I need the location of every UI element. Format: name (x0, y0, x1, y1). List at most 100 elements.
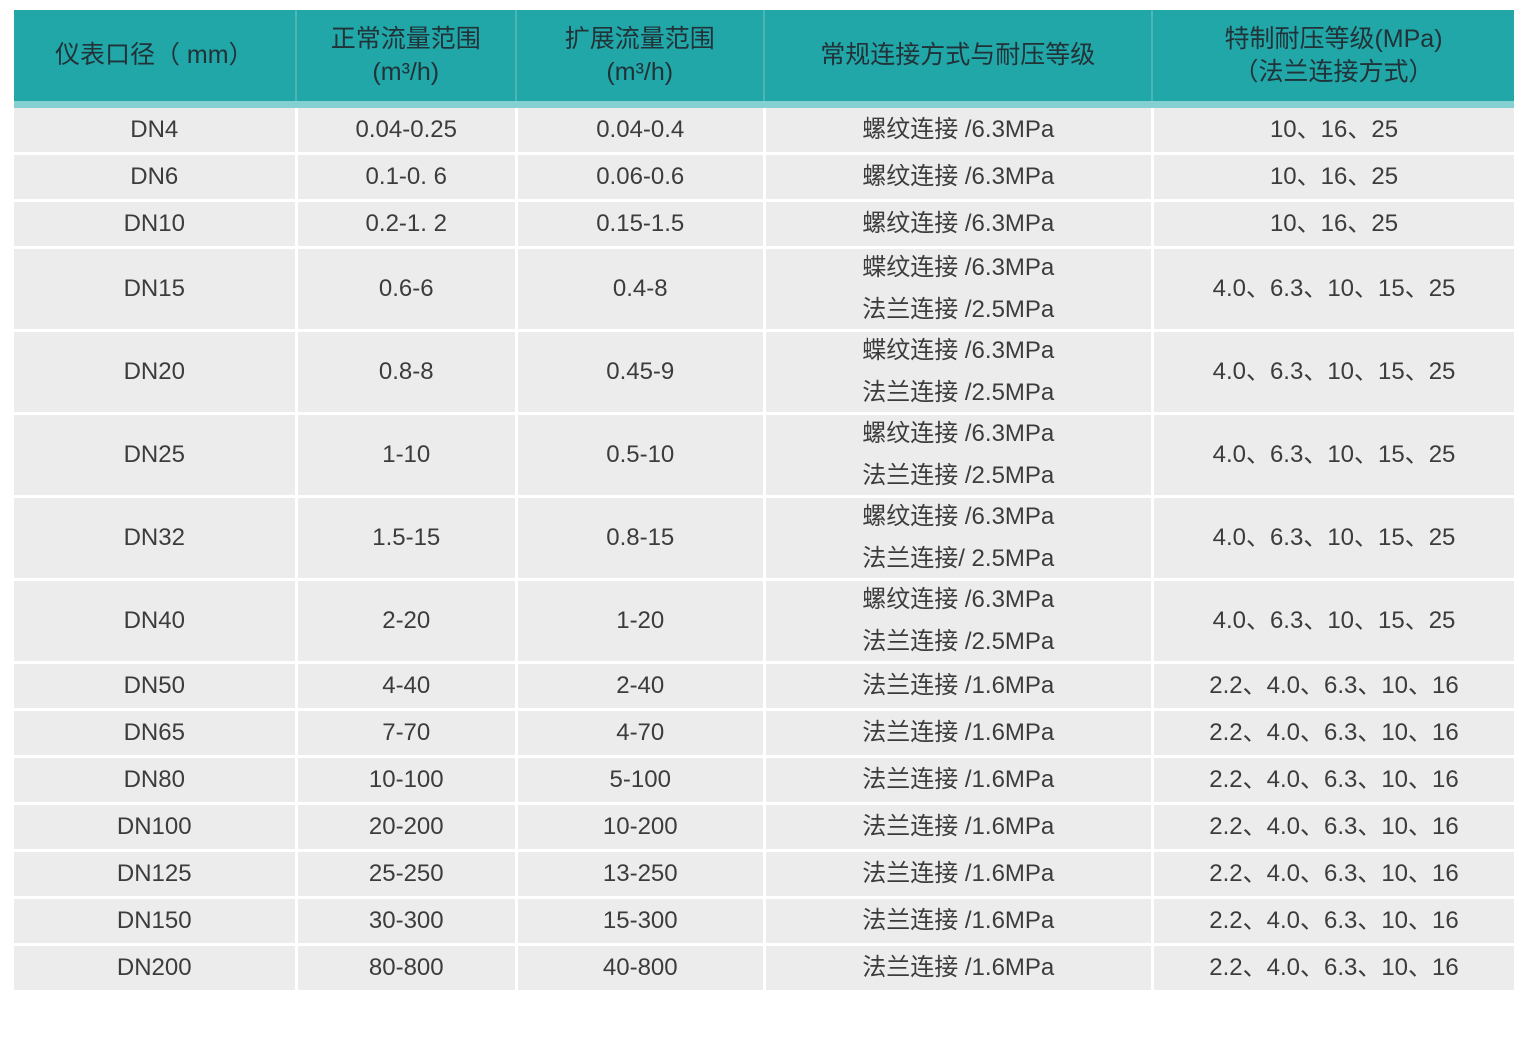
table-body: DN4 0.04-0.25 0.04-0.4 螺纹连接 /6.3MPa 10、16、25… (14, 108, 1514, 993)
connection-line: 螺纹连接 /6.3MPa (862, 116, 1055, 144)
cell-diameter: DN25 (14, 415, 295, 495)
header-subtitle: (m³/h) (606, 57, 674, 86)
table-row: DN32 1.5-15 0.8-15 螺纹连接 /6.3MPa 法兰连接/ 2.5MPa… (14, 498, 1514, 581)
cell-diameter: DN125 (14, 852, 295, 896)
cell-diameter: DN80 (14, 758, 295, 802)
cell-special-pressure: 2.2、4.0、6.3、10、16 (1151, 711, 1514, 755)
header-title: 仪表口径（ mm） (54, 41, 254, 70)
table-row: DN125 25-250 13-250 法兰连接 /1.6MPa 2.2、4.0、6.3… (14, 852, 1514, 899)
cell-special-pressure: 10、16、25 (1151, 155, 1514, 199)
table-row: DN200 80-800 40-800 法兰连接 /1.6MPa 2.2、4.0、6.3… (14, 946, 1514, 993)
cell-connection: 螺纹连接 /6.3MPa (762, 155, 1151, 199)
table-row: DN150 30-300 15-300 法兰连接 /1.6MPa 2.2、4.0、6.3… (14, 899, 1514, 946)
cell-connection: 法兰连接 /1.6MPa (762, 946, 1151, 990)
header-title: 特制耐压等级(MPa) (1224, 25, 1443, 53)
connection-line: 螺纹连接 /6.3MPa (862, 163, 1055, 191)
table-row: DN6 0.1-0. 6 0.06-0.6 螺纹连接 /6.3MPa 10、16、25 (14, 155, 1514, 202)
cell-extended-range: 0.15-1.5 (515, 202, 763, 246)
header-title: 常规连接方式与耐压等级 (820, 41, 1096, 70)
header-cell-normal-range: 正常流量范围 (m³/h) (294, 10, 516, 101)
cell-special-pressure: 2.2、4.0、6.3、10、16 (1151, 946, 1514, 990)
connection-line: 螺纹连接 /6.3MPa (862, 503, 1055, 530)
connection-line: 螺纹连接 /6.3MPa (862, 210, 1055, 238)
connection-line: 法兰连接 /2.5MPa (862, 462, 1055, 489)
cell-normal-range: 0.04-0.25 (294, 108, 515, 152)
connection-line: 螺纹连接 /6.3MPa (862, 586, 1055, 613)
header-cell-special-pressure: 特制耐压等级(MPa) （法兰连接方式） (1151, 10, 1514, 101)
cell-diameter: DN6 (14, 155, 295, 199)
header-accent-strip (14, 101, 1514, 108)
cell-extended-range: 40-800 (515, 946, 763, 990)
cell-diameter: DN15 (14, 249, 295, 329)
cell-diameter: DN20 (14, 332, 295, 412)
cell-connection: 法兰连接 /1.6MPa (762, 711, 1151, 755)
cell-special-pressure: 4.0、6.3、10、15、25 (1151, 249, 1514, 329)
cell-normal-range: 80-800 (294, 946, 515, 990)
cell-normal-range: 7-70 (294, 711, 515, 755)
header-title: 正常流量范围 (330, 25, 481, 53)
cell-diameter: DN65 (14, 711, 295, 755)
table-row: DN25 1-10 0.5-10 螺纹连接 /6.3MPa 法兰连接 /2.5MPa 4.… (14, 415, 1514, 498)
cell-diameter: DN100 (14, 805, 295, 849)
connection-line: 法兰连接 /1.6MPa (862, 954, 1055, 982)
cell-connection: 螺纹连接 /6.3MPa 法兰连接 /2.5MPa (762, 581, 1151, 661)
table-row: DN4 0.04-0.25 0.04-0.4 螺纹连接 /6.3MPa 10、16、25 (14, 108, 1514, 155)
header-cell-diameter: 仪表口径（ mm） (14, 10, 295, 101)
cell-special-pressure: 2.2、4.0、6.3、10、16 (1151, 852, 1514, 896)
cell-normal-range: 2-20 (294, 581, 515, 661)
cell-normal-range: 0.8-8 (294, 332, 515, 412)
cell-diameter: DN150 (14, 899, 295, 943)
connection-line: 法兰连接 /2.5MPa (862, 296, 1055, 323)
cell-normal-range: 25-250 (294, 852, 515, 896)
connection-line: 法兰连接 /1.6MPa (862, 860, 1055, 888)
cell-connection: 蝶纹连接 /6.3MPa 法兰连接 /2.5MPa (762, 249, 1151, 329)
table-row: DN100 20-200 10-200 法兰连接 /1.6MPa 2.2、4.0、6.3… (14, 805, 1514, 852)
cell-special-pressure: 2.2、4.0、6.3、10、16 (1151, 805, 1514, 849)
header-subtitle: (m³/h) (372, 57, 440, 86)
connection-line: 螺纹连接 /6.3MPa (862, 420, 1055, 447)
cell-normal-range: 10-100 (294, 758, 515, 802)
header-subtitle: （法兰连接方式） (1233, 57, 1434, 86)
connection-line: 蝶纹连接 /6.3MPa (862, 337, 1055, 364)
cell-diameter: DN10 (14, 202, 295, 246)
flowmeter-spec-table: 仪表口径（ mm） 正常流量范围 (m³/h) 扩展流量范围 (m³/h) 常规… (14, 10, 1514, 993)
header-title: 扩展流量范围 (564, 25, 715, 53)
cell-special-pressure: 4.0、6.3、10、15、25 (1151, 415, 1514, 495)
cell-diameter: DN50 (14, 664, 295, 708)
cell-normal-range: 4-40 (294, 664, 515, 708)
cell-extended-range: 1-20 (515, 581, 763, 661)
cell-extended-range: 10-200 (515, 805, 763, 849)
cell-special-pressure: 4.0、6.3、10、15、25 (1151, 498, 1514, 578)
table-row: DN15 0.6-6 0.4-8 蝶纹连接 /6.3MPa 法兰连接 /2.5MPa 4.… (14, 249, 1514, 332)
cell-special-pressure: 2.2、4.0、6.3、10、16 (1151, 758, 1514, 802)
cell-extended-range: 0.4-8 (515, 249, 763, 329)
cell-diameter: DN200 (14, 946, 295, 990)
connection-line: 法兰连接 /1.6MPa (862, 813, 1055, 841)
connection-line: 蝶纹连接 /6.3MPa (862, 254, 1055, 281)
cell-extended-range: 0.45-9 (515, 332, 763, 412)
header-cell-extended-range: 扩展流量范围 (m³/h) (515, 10, 763, 101)
cell-extended-range: 0.04-0.4 (515, 108, 763, 152)
cell-extended-range: 5-100 (515, 758, 763, 802)
cell-normal-range: 0.6-6 (294, 249, 515, 329)
cell-connection: 蝶纹连接 /6.3MPa 法兰连接 /2.5MPa (762, 332, 1151, 412)
cell-connection: 螺纹连接 /6.3MPa 法兰连接 /2.5MPa (762, 415, 1151, 495)
cell-connection: 螺纹连接 /6.3MPa 法兰连接/ 2.5MPa (762, 498, 1151, 578)
cell-connection: 法兰连接 /1.6MPa (762, 899, 1151, 943)
cell-diameter: DN40 (14, 581, 295, 661)
cell-special-pressure: 4.0、6.3、10、15、25 (1151, 332, 1514, 412)
table-header-row: 仪表口径（ mm） 正常流量范围 (m³/h) 扩展流量范围 (m³/h) 常规… (14, 10, 1514, 101)
cell-normal-range: 20-200 (294, 805, 515, 849)
connection-line: 法兰连接 /2.5MPa (862, 379, 1055, 406)
connection-line: 法兰连接 /1.6MPa (862, 766, 1055, 794)
cell-normal-range: 30-300 (294, 899, 515, 943)
cell-extended-range: 4-70 (515, 711, 763, 755)
cell-diameter: DN4 (14, 108, 295, 152)
table-row: DN20 0.8-8 0.45-9 蝶纹连接 /6.3MPa 法兰连接 /2.5MPa 4… (14, 332, 1514, 415)
table-row: DN10 0.2-1. 2 0.15-1.5 螺纹连接 /6.3MPa 10、16、25 (14, 202, 1514, 249)
cell-special-pressure: 4.0、6.3、10、15、25 (1151, 581, 1514, 661)
connection-line: 法兰连接 /1.6MPa (862, 907, 1055, 935)
cell-normal-range: 0.2-1. 2 (294, 202, 515, 246)
cell-extended-range: 15-300 (515, 899, 763, 943)
cell-special-pressure: 10、16、25 (1151, 202, 1514, 246)
